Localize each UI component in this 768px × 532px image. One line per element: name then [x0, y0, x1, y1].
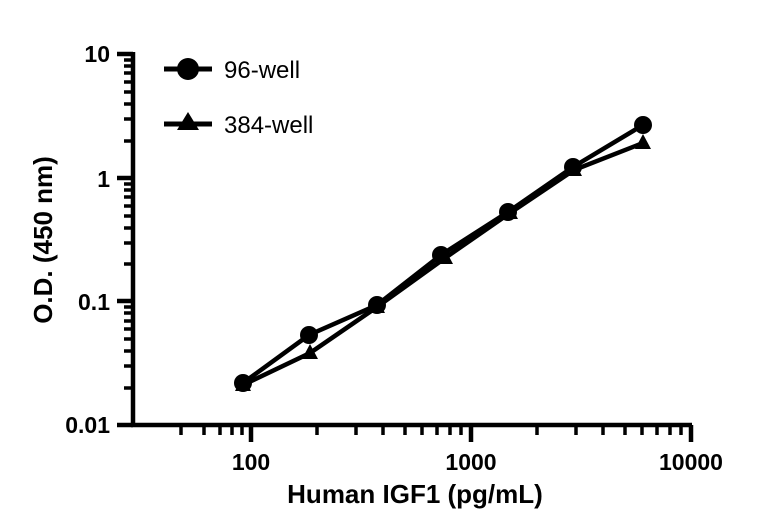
circle-marker	[499, 203, 517, 221]
y-tick-label-0.1: 0.1	[78, 289, 110, 315]
triangle-marker	[635, 134, 651, 149]
circle-marker	[234, 374, 252, 392]
circle-marker	[177, 58, 199, 80]
y-tick-label-1: 1	[97, 166, 110, 192]
series-96-well-markers	[234, 116, 652, 392]
triangle-marker	[177, 112, 199, 130]
circle-marker	[432, 246, 450, 264]
x-tick-label-100: 100	[232, 449, 270, 475]
axis-lines	[130, 52, 692, 428]
y-tick-label-0.01: 0.01	[65, 412, 110, 438]
circle-marker	[564, 158, 582, 176]
series-96-well	[234, 116, 652, 392]
y-axis-title: O.D. (450 nm)	[28, 156, 58, 324]
x-tick-label-1000: 1000	[445, 449, 496, 475]
legend-entry-384-well: 384-well	[164, 112, 313, 139]
triangle-marker	[302, 344, 318, 359]
legend-label-384-well: 384-well	[224, 112, 313, 139]
circle-marker	[634, 116, 652, 134]
legend-label-96-well: 96-well	[224, 57, 300, 84]
circle-marker	[368, 296, 386, 314]
x-tick-label-10000: 10000	[659, 449, 723, 475]
chart-legend: 96-well 384-well	[164, 57, 313, 139]
legend-entry-96-well: 96-well	[164, 57, 300, 84]
x-axis-ticks	[179, 425, 694, 442]
x-axis-title: Human IGF1 (pg/mL)	[287, 479, 543, 509]
y-tick-label-10: 10	[84, 41, 110, 67]
circle-marker	[300, 326, 318, 344]
y-axis-ticks	[117, 51, 133, 428]
